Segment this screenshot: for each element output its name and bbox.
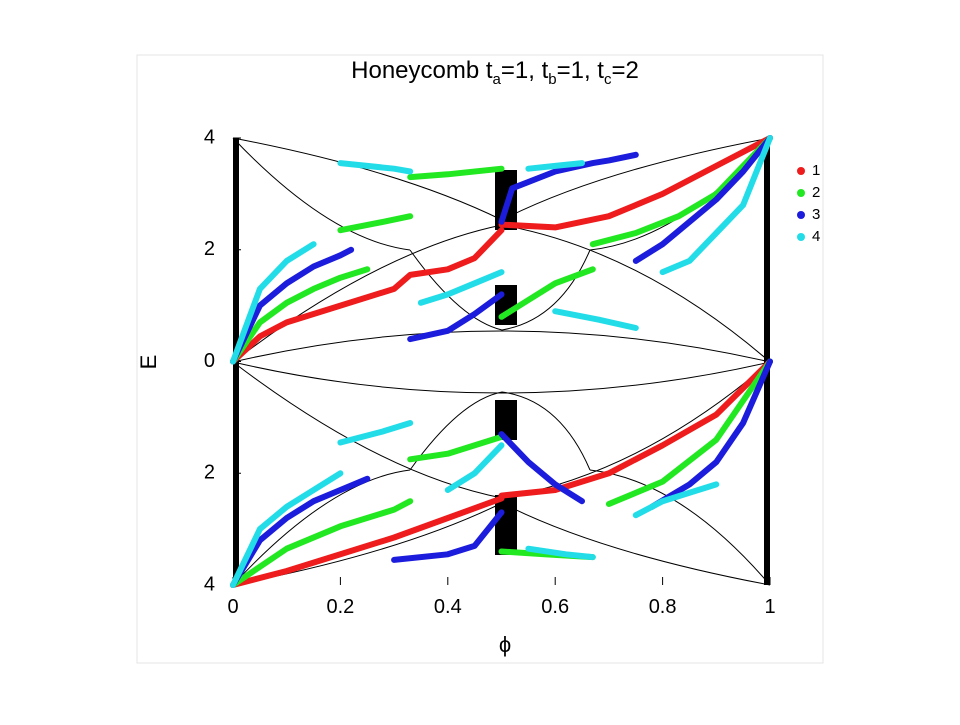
legend-label: 3: [812, 206, 820, 223]
title-subscript: b: [548, 71, 556, 88]
y-tick-label: 2: [204, 462, 215, 484]
x-tick-label: 0: [227, 596, 238, 618]
legend-marker: [797, 233, 805, 241]
x-tick-label: 0.2: [326, 596, 354, 618]
x-tick-label: 0.4: [434, 596, 462, 618]
y-axis-label: E: [136, 355, 161, 370]
x-tick-label: 1: [764, 596, 775, 618]
title-subscript: c: [604, 71, 612, 88]
x-axis-label: ϕ: [499, 632, 511, 657]
title-part: =2: [611, 57, 638, 84]
legend-label: 1: [812, 162, 820, 179]
series-line: [230, 135, 773, 588]
legend-marker: [797, 211, 805, 219]
legend-marker: [797, 189, 805, 197]
legend-marker: [797, 167, 805, 175]
y-tick-label: 4: [204, 573, 215, 595]
series-line: [230, 135, 773, 588]
y-tick-label: 0: [204, 350, 215, 372]
x-tick-label: 0.8: [649, 596, 677, 618]
title-subscript: a: [493, 71, 502, 88]
series-line: [230, 135, 773, 588]
y-tick-label: 2: [204, 238, 215, 260]
legend-label: 4: [812, 228, 820, 245]
legend-label: 2: [812, 184, 820, 201]
title-part: Honeycomb t: [351, 57, 493, 84]
title-part: =1, t: [557, 57, 605, 84]
series-line: [230, 135, 773, 588]
x-tick-label: 0.6: [541, 596, 569, 618]
y-tick-label: 4: [204, 126, 215, 148]
chart-title: Honeycomb ta=1, tb=1, tc=2: [351, 57, 639, 88]
title-part: =1, t: [501, 57, 549, 84]
